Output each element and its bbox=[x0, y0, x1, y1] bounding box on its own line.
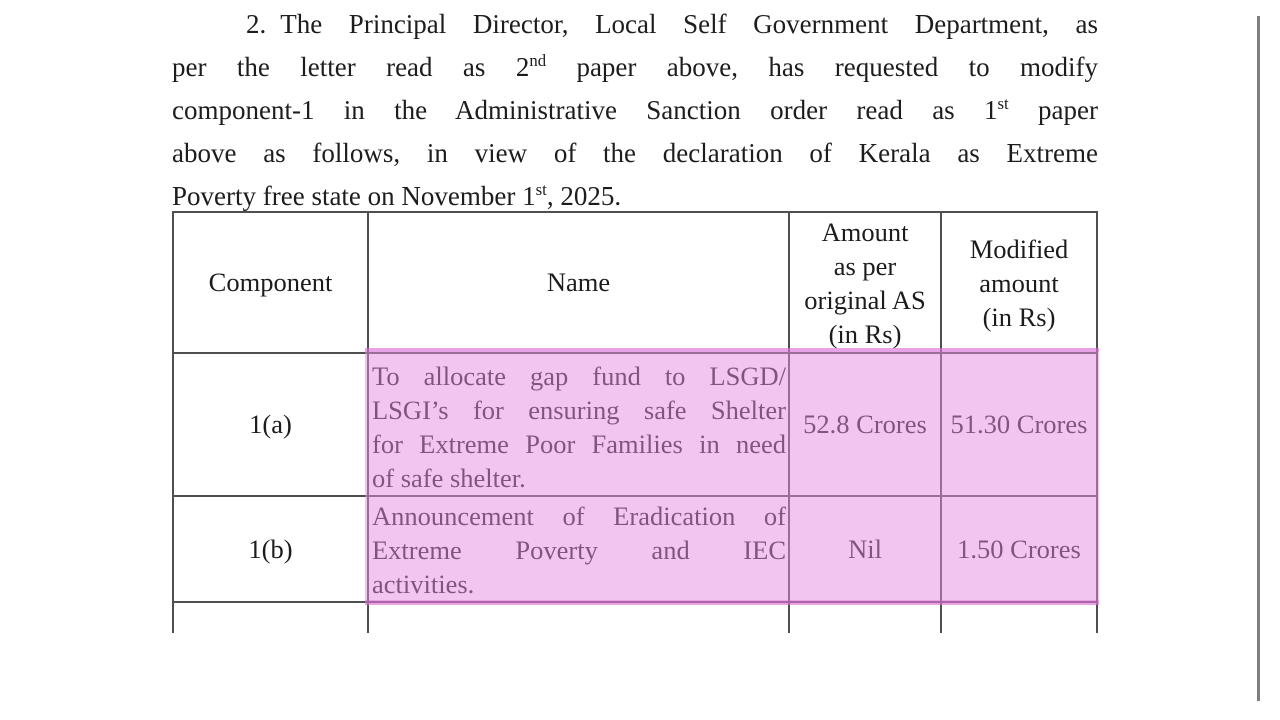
cell-name-1a: To allocate gap fund to LSGD/ LSGI’s for… bbox=[369, 354, 790, 497]
name-line: for Extreme Poor Families in need bbox=[372, 429, 786, 459]
cell-partial-component bbox=[174, 603, 369, 633]
cell-component-1b: 1(b) bbox=[174, 497, 369, 603]
cell-partial-name bbox=[369, 603, 790, 633]
paragraph-number: 2. bbox=[246, 9, 267, 39]
paragraph-line-text: component-1 in the Administrative Sancti… bbox=[172, 95, 998, 125]
header-label-line: (in Rs) bbox=[828, 318, 902, 349]
paragraph-line: per the letter read as 2nd paper above, … bbox=[172, 46, 1098, 89]
name-line: Extreme Poverty and IEC bbox=[372, 535, 786, 565]
paragraph-line-text: above as follows, in view of the declara… bbox=[172, 138, 1098, 168]
cell-name-1b: Announcement of Eradication of Extreme P… bbox=[369, 497, 790, 603]
paragraph-line: above as follows, in view of the declara… bbox=[172, 132, 1098, 175]
sanction-modification-table: Component Name Amount as per original AS… bbox=[172, 211, 1098, 633]
name-line: To allocate gap fund to LSGD/ bbox=[372, 361, 786, 391]
cell-partial-modified bbox=[942, 603, 1098, 633]
paragraph-line-text: The Principal Director, Local Self Gover… bbox=[280, 9, 1098, 39]
ordinal-superscript: st bbox=[535, 180, 547, 199]
name-line: of safe shelter. bbox=[372, 463, 526, 493]
header-cell-amount-original: Amount as per original AS (in Rs) bbox=[790, 213, 942, 354]
paragraph-line-text: paper bbox=[1008, 95, 1098, 125]
header-label: Name bbox=[546, 267, 611, 297]
cell-amount-1b: Nil bbox=[790, 497, 942, 603]
component-value: 1(a) bbox=[249, 409, 292, 439]
name-line: LSGI’s for ensuring safe Shelter bbox=[372, 395, 786, 425]
paragraph-line: 2. The Principal Director, Local Self Gov… bbox=[172, 3, 1098, 46]
header-cell-modified-amount: Modified amount (in Rs) bbox=[942, 213, 1098, 354]
cell-modified-1b: 1.50 Crores bbox=[942, 497, 1098, 603]
header-label-line: as per bbox=[833, 250, 897, 281]
paragraph-line-text: per the letter read as 2 bbox=[172, 52, 530, 82]
paragraph-line: Poverty free state on November 1st, 2025… bbox=[172, 175, 1098, 218]
modified-amount-value: 1.50 Crores bbox=[957, 533, 1081, 564]
header-label-line: Modified bbox=[969, 233, 1069, 264]
page-edge-line bbox=[1257, 16, 1260, 701]
header-label-line: (in Rs) bbox=[982, 301, 1056, 332]
cell-amount-1a: 52.8 Crores bbox=[790, 354, 942, 497]
modified-amount-value: 51.30 Crores bbox=[950, 409, 1088, 439]
paragraph-line-text: paper above, has requested to modify bbox=[546, 52, 1098, 82]
cell-modified-1a: 51.30 Crores bbox=[942, 354, 1098, 497]
ordinal-superscript: st bbox=[997, 94, 1009, 113]
paragraph-line-text: Poverty free state on November 1 bbox=[172, 181, 536, 211]
name-line: activities. bbox=[372, 569, 475, 599]
cell-component-1a: 1(a) bbox=[174, 354, 369, 497]
body-paragraph: 2. The Principal Director, Local Self Gov… bbox=[172, 3, 1098, 218]
header-cell-component: Component bbox=[174, 213, 369, 354]
header-label-line: amount bbox=[979, 267, 1059, 298]
header-cell-name: Name bbox=[369, 213, 790, 354]
cell-partial-amount bbox=[790, 603, 942, 633]
amount-value: 52.8 Crores bbox=[803, 409, 927, 439]
header-label-line: original AS bbox=[804, 284, 926, 315]
header-label: Component bbox=[208, 267, 333, 297]
ordinal-superscript: nd bbox=[529, 51, 547, 70]
paragraph-line: component-1 in the Administrative Sancti… bbox=[172, 89, 1098, 132]
paragraph-line-text: , 2025. bbox=[546, 181, 622, 211]
header-label-line: Amount bbox=[821, 216, 909, 247]
amount-value: Nil bbox=[848, 533, 882, 564]
name-line: Announcement of Eradication of bbox=[372, 501, 786, 531]
component-value: 1(b) bbox=[248, 533, 293, 564]
